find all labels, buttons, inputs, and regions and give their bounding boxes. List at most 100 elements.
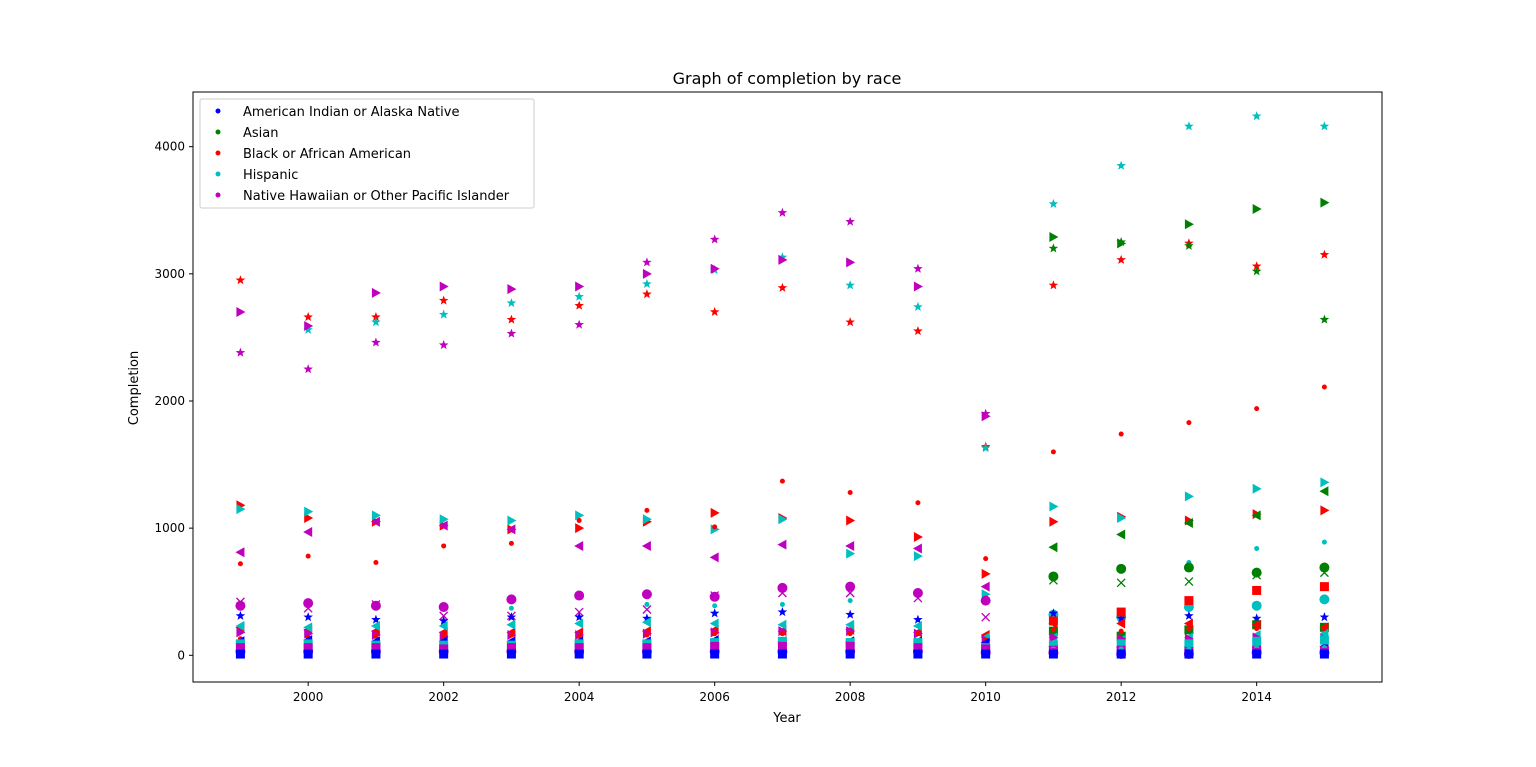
- data-point-s12-2: [370, 600, 381, 611]
- data-point-s11-3: [779, 601, 785, 607]
- data-point-s1-5: [642, 279, 652, 289]
- data-point-s2-4: [506, 328, 517, 338]
- data-point-s21-6: [641, 617, 651, 628]
- data-point-s21-7: [709, 618, 719, 629]
- data-point-s11-6: [1254, 545, 1260, 551]
- data-point-s17-2: [371, 614, 381, 624]
- legend-label-2: Black or African American: [243, 147, 411, 162]
- data-point-s17-14: [1184, 610, 1194, 620]
- data-point-s10-14: [1186, 420, 1192, 426]
- data-point-s4-9: [846, 257, 856, 268]
- data-point-s12-1: [303, 598, 314, 609]
- data-point-s30-8: [779, 652, 785, 658]
- data-point-s15-11: [981, 612, 991, 622]
- data-point-s7-2: [371, 510, 381, 521]
- data-point-s30-9: [847, 652, 853, 658]
- legend-label-0: American Indian or Alaska Native: [243, 105, 459, 120]
- data-point-s5-2: [1184, 219, 1194, 230]
- data-point-s8-9: [845, 540, 855, 551]
- data-point-s4-8: [778, 254, 788, 265]
- data-point-s1-4: [574, 291, 584, 301]
- data-point-s15-0: [235, 597, 245, 607]
- data-point-s0-15: [1251, 261, 1262, 271]
- data-point-s8-3: [438, 520, 448, 531]
- data-point-s7-10: [913, 551, 923, 562]
- data-point-s3-2: [1184, 240, 1194, 250]
- data-point-s9-0: [1048, 542, 1058, 553]
- y-tick-label-3: 3000: [154, 267, 185, 281]
- data-point-s25-10: [913, 638, 923, 648]
- data-point-s30-4: [508, 652, 514, 658]
- data-point-s0-7: [709, 306, 720, 317]
- data-point-s1-3: [506, 298, 517, 308]
- legend-marker-1: [215, 129, 221, 135]
- data-point-s0-5: [574, 300, 584, 310]
- data-point-s21-10: [912, 621, 922, 632]
- data-point-s23-3: [441, 633, 447, 639]
- data-point-s15-8: [777, 588, 787, 598]
- data-point-s23-6: [644, 632, 650, 638]
- x-tick-label-7: 2014: [1241, 690, 1272, 704]
- data-point-s7-0: [236, 504, 246, 515]
- data-point-s23-13: [1118, 628, 1124, 634]
- data-point-s17-16: [1319, 612, 1330, 622]
- data-point-s26-9: [845, 641, 855, 651]
- y-tick-label-2: 2000: [154, 394, 185, 408]
- x-tick-label-4: 2008: [835, 690, 866, 704]
- data-point-s18-3: [1252, 585, 1262, 595]
- data-point-s1-13: [1184, 121, 1194, 131]
- data-point-s30-10: [915, 652, 921, 658]
- data-point-s21-8: [777, 619, 787, 630]
- data-point-s30-6: [644, 652, 650, 658]
- data-point-s16-1: [1116, 578, 1126, 588]
- y-tick-label-4: 4000: [154, 140, 185, 154]
- data-point-s0-9: [845, 317, 855, 327]
- data-point-s12-6: [641, 589, 652, 600]
- data-point-s8-8: [777, 539, 787, 550]
- data-point-s13-3: [1251, 567, 1262, 578]
- y-axis: 0 1000 2000 3000 4000: [154, 140, 193, 662]
- data-point-s10-0: [237, 561, 243, 567]
- data-point-s11-4: [847, 598, 853, 604]
- data-point-s18-1: [1116, 607, 1126, 617]
- data-point-s7-9: [846, 548, 856, 559]
- data-point-s17-15: [1251, 613, 1262, 623]
- data-point-s21-1: [303, 622, 313, 633]
- data-point-s6-12: [1049, 516, 1059, 527]
- data-point-s14-3: [1251, 600, 1262, 611]
- legend-marker-0: [215, 108, 221, 114]
- data-point-s0-16: [1319, 249, 1330, 259]
- data-point-s7-16: [1320, 477, 1330, 488]
- data-point-s1-9: [913, 301, 923, 311]
- data-point-s0-0: [235, 275, 246, 285]
- data-point-s1-10: [980, 443, 991, 453]
- data-point-s20-12: [1048, 618, 1058, 629]
- data-point-s4-3: [439, 281, 449, 292]
- data-point-s10-15: [1254, 406, 1260, 412]
- data-point-s8-0: [235, 547, 245, 558]
- data-point-s8-2: [370, 516, 380, 527]
- data-point-s17-4: [506, 612, 517, 622]
- data-point-s4-4: [507, 284, 517, 295]
- data-point-s8-6: [641, 540, 651, 551]
- data-point-s25-14: [1184, 639, 1194, 649]
- legend-label-1: Asian: [243, 126, 278, 141]
- data-point-s3-3: [1251, 266, 1262, 276]
- data-point-s7-4: [507, 515, 517, 526]
- data-point-s2-1: [303, 364, 313, 374]
- data-point-s15-1: [303, 603, 313, 613]
- data-point-s1-14: [1251, 111, 1262, 121]
- data-point-s12-10: [912, 587, 923, 598]
- data-point-s15-6: [642, 605, 652, 614]
- data-point-s7-15: [1252, 483, 1262, 494]
- data-point-s2-0: [235, 347, 246, 357]
- data-point-s7-6: [642, 514, 652, 525]
- data-point-s10-11: [983, 556, 989, 562]
- data-point-s8-10: [912, 543, 922, 554]
- data-point-s17-1: [303, 612, 313, 622]
- data-point-s10-8: [779, 478, 785, 484]
- data-point-s5-0: [1049, 231, 1059, 242]
- data-point-s7-14: [1184, 491, 1194, 502]
- data-point-s21-9: [845, 619, 855, 630]
- data-point-s13-1: [1116, 563, 1127, 574]
